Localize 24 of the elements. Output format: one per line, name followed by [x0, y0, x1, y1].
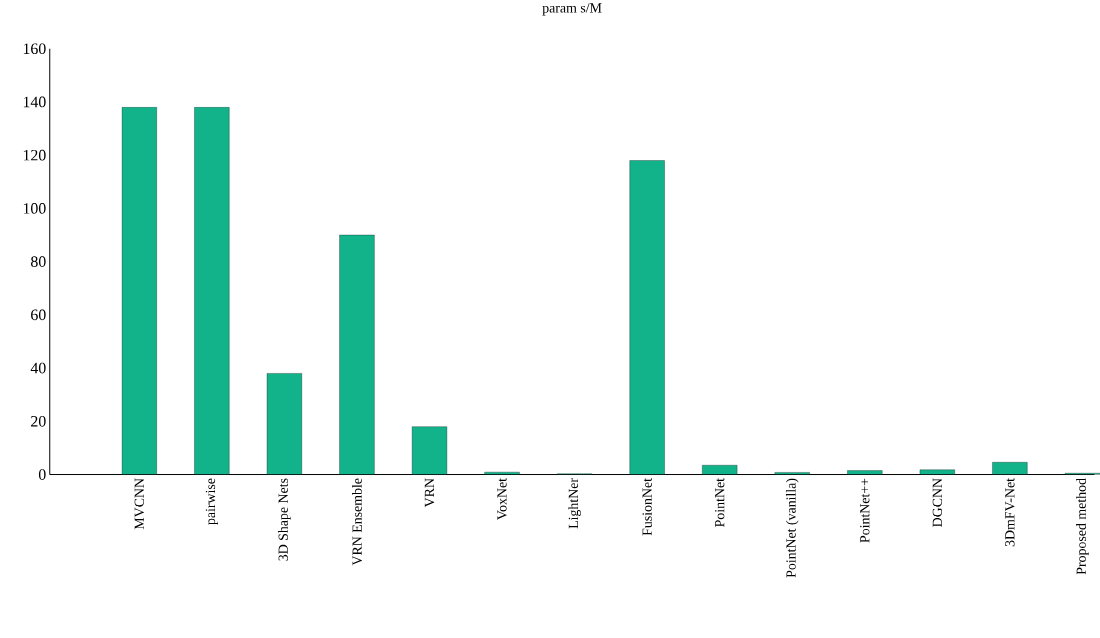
y-tick-label: 120: [23, 149, 46, 161]
y-tick-label: 0: [38, 469, 46, 481]
x-tick-label: MVCNN: [134, 478, 145, 530]
chart-title: param s/M: [542, 3, 602, 16]
x-tick-label: FusionNet: [642, 478, 652, 536]
x-tick-label: pairwise: [205, 478, 218, 525]
y-tick-label: 40: [30, 362, 46, 374]
y-tick-label: 140: [23, 96, 46, 108]
x-tick-label: Proposed method: [1076, 478, 1089, 575]
x-tick-label: 3DmFV-Net: [1005, 478, 1015, 547]
y-tick-label: 160: [23, 43, 46, 55]
x-tick-label: PointNet: [715, 478, 725, 528]
y-tick-label: 60: [31, 309, 46, 321]
x-tick-label: VRN: [424, 478, 435, 508]
x-tick-label: PointNet (vanilla): [785, 478, 799, 578]
x-tick-label: 3D Shape Nets: [278, 478, 291, 561]
y-tick-label: 100: [23, 203, 46, 214]
x-tick-label: VRN Ensemble: [352, 478, 362, 566]
y-tick-label: 80: [31, 256, 46, 268]
x-tick-label: PointNet++: [860, 478, 870, 543]
x-tick-label: VoxNet: [497, 478, 507, 521]
x-tick-label: LightNer: [568, 478, 581, 529]
x-tick-label: DGCNN: [932, 478, 943, 528]
y-tick-label: 20: [31, 416, 46, 427]
